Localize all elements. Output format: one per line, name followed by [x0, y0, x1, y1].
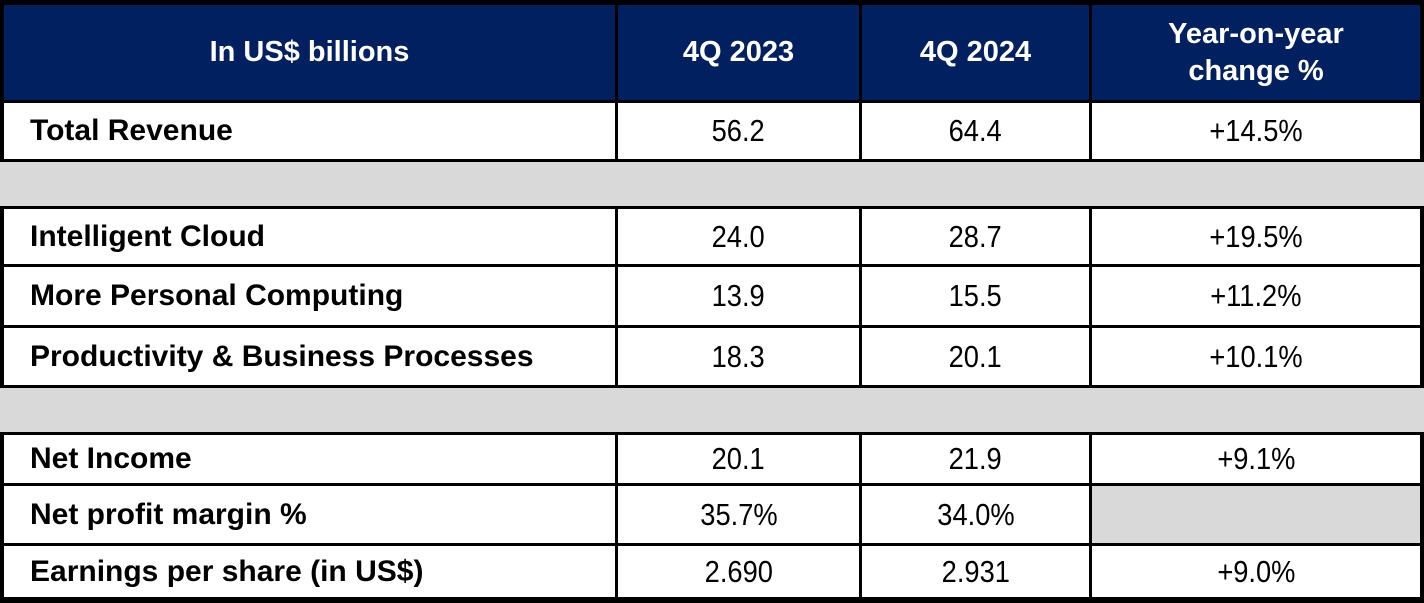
value-4q2023: 35.7%	[615, 486, 859, 543]
value-4q2024: 15.5	[859, 267, 1089, 325]
header-yoy-change: Year-on-year change %	[1089, 5, 1420, 100]
table-row-net-income: Net Income 20.1 21.9 +9.1%	[0, 435, 1424, 486]
value-4q2024: 2.931	[859, 546, 1089, 597]
value-4q2023: 13.9	[615, 267, 859, 325]
table-row-total-revenue: Total Revenue 56.2 64.4 +14.5%	[0, 103, 1424, 162]
spacer-row	[0, 388, 1424, 435]
value-yoy: +10.1%	[1089, 328, 1420, 385]
table-row-earnings-per-share: Earnings per share (in US$) 2.690 2.931 …	[0, 546, 1424, 603]
row-label: Net Income	[30, 442, 192, 475]
value-4q2024: 20.1	[859, 328, 1089, 385]
table-header-row: In US$ billions 4Q 2023 4Q 2024 Year-on-…	[0, 0, 1424, 103]
row-label: Productivity & Business Processes	[30, 339, 534, 373]
value-yoy-empty	[1089, 486, 1420, 543]
table-row-productivity-business-processes: Productivity & Business Processes 18.3 2…	[0, 328, 1424, 388]
value-4q2024: 28.7	[859, 209, 1089, 264]
header-metric-label: In US$ billions	[209, 36, 410, 68]
value-4q2024: 21.9	[859, 435, 1089, 483]
value-4q2024: 64.4	[859, 103, 1089, 159]
header-4q-2024: 4Q 2024	[859, 5, 1089, 100]
row-label: Total Revenue	[30, 114, 233, 147]
value-4q2023: 56.2	[615, 103, 859, 159]
table-row-net-profit-margin: Net profit margin % 35.7% 34.0%	[0, 486, 1424, 546]
spacer-row	[0, 162, 1424, 209]
row-label: Earnings per share (in US$)	[30, 554, 424, 588]
row-label: More Personal Computing	[30, 279, 404, 312]
value-yoy: +11.2%	[1089, 267, 1420, 325]
value-4q2023: 24.0	[615, 209, 859, 264]
value-4q2023: 20.1	[615, 435, 859, 483]
table-row-more-personal-computing: More Personal Computing 13.9 15.5 +11.2%	[0, 267, 1424, 328]
value-yoy: +14.5%	[1089, 103, 1420, 159]
value-4q2023: 2.690	[615, 546, 859, 597]
row-label: Intelligent Cloud	[30, 219, 265, 253]
row-label: Net profit margin %	[30, 497, 307, 531]
header-4q-2023: 4Q 2023	[615, 5, 859, 100]
value-yoy: +19.5%	[1089, 209, 1420, 264]
value-yoy: +9.1%	[1089, 435, 1420, 483]
table-row-intelligent-cloud: Intelligent Cloud 24.0 28.7 +19.5%	[0, 209, 1424, 267]
value-4q2023: 18.3	[615, 328, 859, 385]
value-yoy: +9.0%	[1089, 546, 1420, 597]
value-4q2024: 34.0%	[859, 486, 1089, 543]
